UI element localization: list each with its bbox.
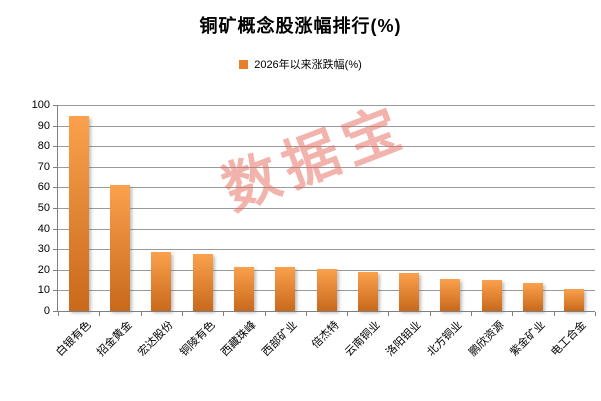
x-category-label-白银有色: 白银有色	[54, 319, 94, 359]
y-tick-mark	[53, 311, 57, 312]
gridline-70	[58, 167, 595, 168]
x-tick-mark	[99, 312, 100, 316]
bar-白银有色	[69, 116, 89, 311]
gridline-50	[58, 208, 595, 209]
x-tick-mark	[141, 312, 142, 316]
y-tick-label-40: 40	[37, 222, 50, 235]
y-tick-mark	[53, 146, 57, 147]
y-tick-mark	[53, 187, 57, 188]
y-tick-label-20: 20	[37, 263, 50, 276]
y-tick-mark	[53, 229, 57, 230]
bar-紫金矿业	[523, 283, 543, 311]
x-category-label-云南铜业: 云南铜业	[343, 319, 383, 359]
y-tick-label-70: 70	[37, 160, 50, 173]
y-axis-line	[57, 105, 58, 312]
x-tick-mark	[430, 312, 431, 316]
bar-西部矿业	[275, 267, 295, 311]
bar-招金黄金	[110, 185, 130, 311]
bar-云南铜业	[358, 272, 378, 311]
y-tick-label-80: 80	[37, 140, 50, 153]
x-tick-mark	[554, 312, 555, 316]
y-tick-mark	[53, 270, 57, 271]
y-tick-label-100: 100	[31, 99, 50, 111]
y-tick-label-90: 90	[37, 119, 50, 132]
x-category-label-招金黄金: 招金黄金	[95, 319, 135, 359]
bar-宏达股份	[151, 252, 171, 311]
y-tick-mark	[53, 126, 57, 127]
x-category-label-宏达股份: 宏达股份	[136, 319, 176, 359]
x-category-label-电工合金: 电工合金	[549, 319, 589, 359]
bar-铜陵有色	[193, 254, 213, 311]
x-tick-mark	[388, 312, 389, 316]
legend-swatch-icon	[239, 59, 249, 69]
x-tick-mark	[306, 312, 307, 316]
x-category-label-鹏欣资源: 鹏欣资源	[467, 319, 507, 359]
gridline-100	[58, 105, 595, 106]
chart-title: 铜矿概念股涨幅排行(%)	[199, 16, 402, 36]
x-category-label-西藏珠峰: 西藏珠峰	[219, 319, 259, 359]
x-category-label-倍杰特: 倍杰特	[309, 319, 342, 351]
x-tick-mark	[58, 312, 59, 316]
y-tick-mark	[53, 208, 57, 209]
plot-area	[58, 105, 595, 311]
gridline-60	[58, 187, 595, 188]
bar-倍杰特	[317, 269, 337, 311]
gridline-90	[58, 126, 595, 127]
y-tick-mark	[53, 249, 57, 250]
x-axis-line	[53, 311, 595, 312]
x-tick-mark	[471, 312, 472, 316]
x-category-label-紫金矿业: 紫金矿业	[508, 319, 548, 359]
bar-北方铜业	[440, 279, 460, 311]
gridline-30	[58, 249, 595, 250]
y-tick-mark	[53, 105, 57, 106]
y-tick-label-60: 60	[37, 181, 50, 194]
bar-电工合金	[564, 289, 584, 311]
gridline-80	[58, 146, 595, 147]
legend: 2026年以来涨跌幅(%)	[0, 56, 601, 72]
gridline-40	[58, 229, 595, 230]
y-tick-label-30: 30	[37, 243, 50, 256]
x-category-label-洛阳钼业: 洛阳钼业	[384, 319, 424, 359]
x-tick-mark	[182, 312, 183, 316]
x-tick-mark	[347, 312, 348, 316]
x-category-label-西部矿业: 西部矿业	[260, 319, 300, 359]
x-tick-mark	[223, 312, 224, 316]
y-tick-label-10: 10	[37, 284, 50, 297]
y-tick-mark	[53, 167, 57, 168]
x-tick-mark	[512, 312, 513, 316]
bar-洛阳钼业	[399, 273, 419, 311]
x-tick-mark	[595, 312, 596, 316]
bar-西藏珠峰	[234, 267, 254, 311]
y-tick-label-0: 0	[43, 305, 50, 317]
bar-鹏欣资源	[482, 280, 502, 311]
y-tick-mark	[53, 290, 57, 291]
x-category-label-北方铜业: 北方铜业	[425, 319, 465, 359]
y-tick-label-50: 50	[37, 202, 50, 214]
legend-label: 2026年以来涨跌幅(%)	[254, 59, 362, 71]
x-tick-mark	[265, 312, 266, 316]
x-category-label-铜陵有色: 铜陵有色	[178, 319, 218, 359]
